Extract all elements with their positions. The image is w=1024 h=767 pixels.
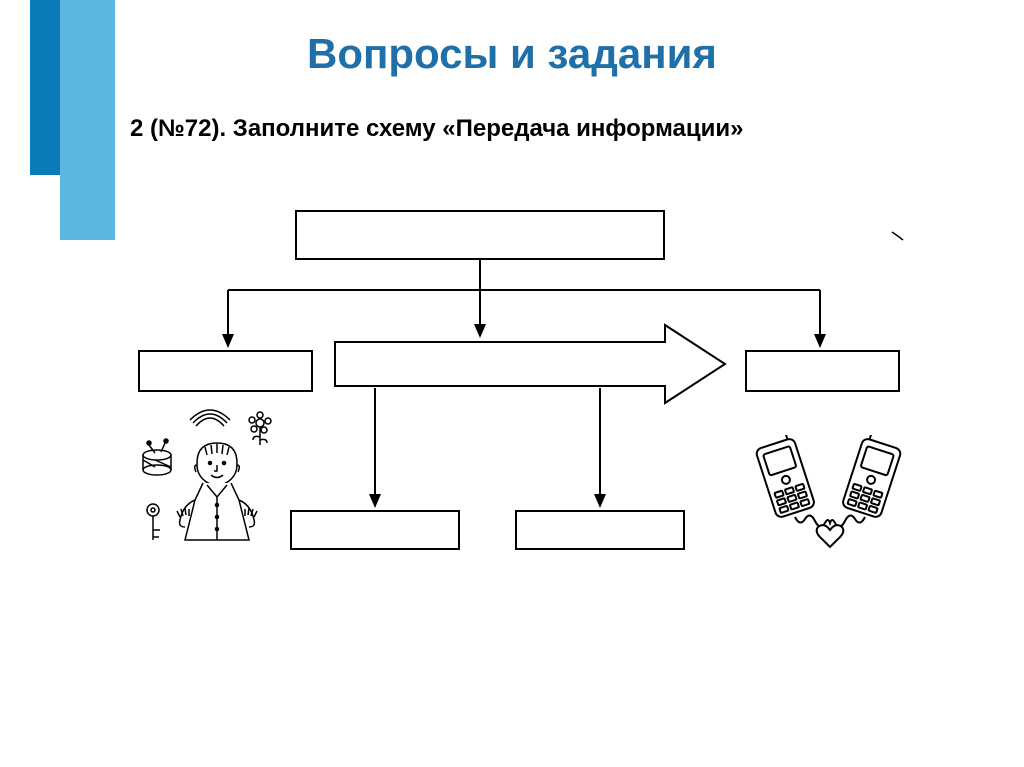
box-top [295,210,665,260]
box-left [138,350,313,392]
slide-subtitle: 2 (№72). Заполните схему «Передача инфор… [130,115,743,143]
person-illustration [135,405,300,565]
box-bottom-right [515,510,685,550]
slide-title: Вопросы и задания [0,30,1024,78]
phones-illustration [740,435,920,565]
box-right [745,350,900,392]
box-bottom-left [290,510,460,550]
stray-mark [890,230,905,242]
flowchart-diagram [120,210,920,640]
